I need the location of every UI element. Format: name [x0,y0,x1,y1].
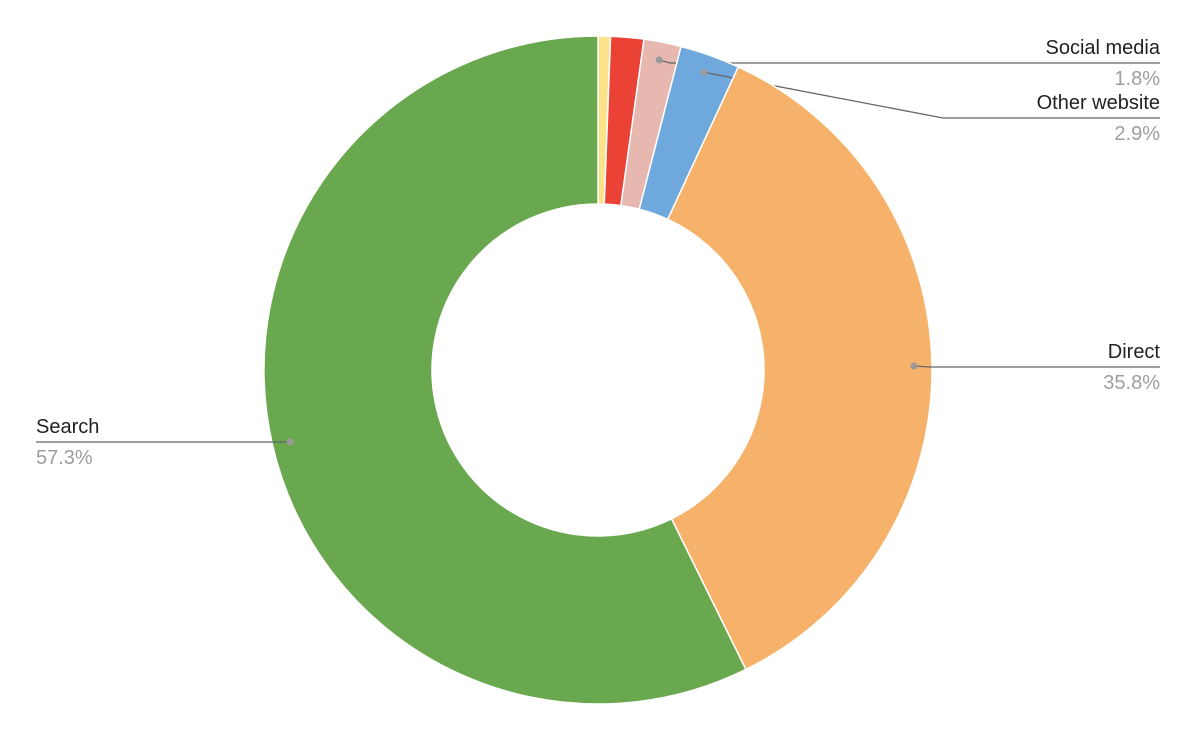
leader-dot [655,56,663,64]
leader-line [703,71,1160,119]
slice-label: Search [36,416,99,438]
slice-label: Direct [1108,341,1161,363]
donut-slice [666,65,933,671]
slice-value-label: 57.3% [36,447,93,469]
slice-value-label: 1.8% [1114,68,1160,90]
slice-value-label: 35.8% [1103,372,1160,394]
slice-label: Social media [1045,37,1160,59]
leader-dot [910,362,918,370]
slice-value-label: 2.9% [1114,123,1160,145]
donut-slice [263,35,747,705]
leader-line [913,365,1160,368]
leader-dot [700,68,708,76]
slice-label: Other website [1037,92,1160,114]
leader-line [658,59,1160,64]
leader-dot [286,438,294,446]
